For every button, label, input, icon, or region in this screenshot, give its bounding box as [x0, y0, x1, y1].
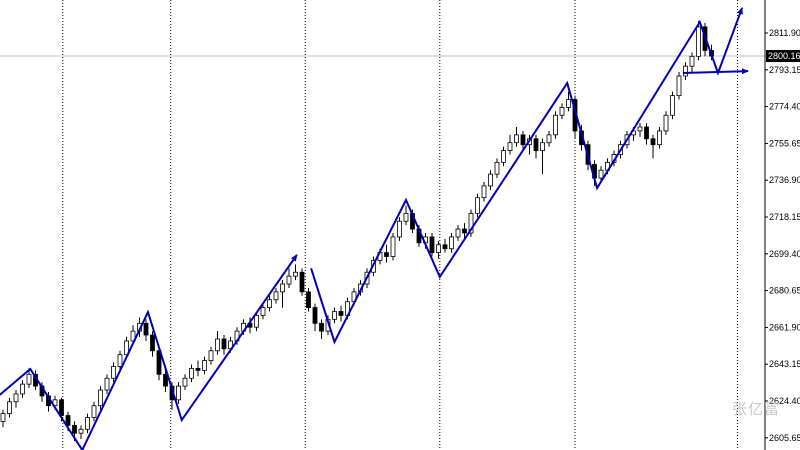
- bull-candle: [689, 55, 695, 67]
- bull-candle: [332, 311, 337, 320]
- bull-candle: [546, 134, 552, 144]
- bear-candle: [462, 228, 467, 234]
- bull-candle: [488, 173, 493, 187]
- bull-candle: [104, 377, 110, 391]
- bull-candle: [85, 417, 90, 430]
- bull-candle: [111, 366, 116, 379]
- bull-candle: [267, 299, 272, 308]
- bear-candle: [221, 338, 227, 350]
- y-tick-label: 2774.40: [769, 102, 800, 112]
- y-tick-label: 2718.15: [769, 212, 800, 222]
- bear-candle: [306, 291, 311, 308]
- bear-candle: [195, 368, 201, 371]
- bear-candle: [429, 236, 435, 254]
- bull-candle: [20, 383, 25, 395]
- bear-candle: [150, 334, 155, 352]
- bull-candle: [455, 228, 461, 238]
- bull-candle: [449, 236, 454, 250]
- bull-candle: [202, 360, 207, 371]
- bull-candle: [683, 65, 688, 77]
- bull-candle: [7, 401, 12, 414]
- watermark: 张亿富: [732, 400, 781, 418]
- bear-candle: [338, 311, 344, 316]
- bull-candle: [91, 405, 97, 418]
- bull-candle: [208, 350, 214, 361]
- y-tick-label: 2661.90: [769, 322, 800, 332]
- bear-candle: [299, 271, 305, 293]
- bull-candle: [215, 338, 220, 352]
- bull-candle: [663, 114, 669, 132]
- current-price-label: 2800.16: [768, 51, 800, 61]
- current-price-badge: [766, 50, 800, 63]
- zigzag-line: [0, 254, 298, 450]
- bull-candle: [254, 315, 259, 328]
- bear-candle: [65, 415, 71, 426]
- bear-candle: [163, 373, 168, 387]
- bull-candle: [481, 185, 487, 199]
- y-tick-label: 2755.65: [769, 138, 800, 148]
- bear-candle: [143, 322, 149, 336]
- bull-candle: [494, 161, 500, 175]
- bull-candle: [260, 307, 266, 316]
- bear-candle: [384, 252, 389, 257]
- bull-candle: [670, 95, 675, 116]
- bull-candle: [0, 413, 6, 422]
- bull-candle: [182, 377, 188, 387]
- y-tick-label: 2793.15: [769, 65, 800, 75]
- bull-candle: [390, 236, 396, 257]
- bear-candle: [644, 126, 649, 140]
- bull-candle: [403, 212, 409, 222]
- price-axis-bg: [765, 0, 800, 450]
- bull-candle: [436, 244, 441, 254]
- bull-candle: [468, 212, 474, 234]
- bull-candle: [676, 75, 682, 97]
- bull-candle: [117, 354, 123, 367]
- y-tick-label: 2811.90: [769, 28, 800, 38]
- bull-candle: [26, 373, 32, 385]
- y-tick-label: 2624.40: [769, 396, 800, 406]
- bull-candle: [13, 393, 19, 403]
- zigzag-line: [310, 7, 743, 345]
- bull-candle: [293, 271, 298, 277]
- bull-candle: [98, 389, 103, 407]
- y-tick-label: 2643.15: [769, 359, 800, 369]
- bear-candle: [442, 244, 448, 250]
- y-tick-label: 2680.65: [769, 286, 800, 296]
- bear-candle: [156, 350, 162, 375]
- bull-candle: [566, 99, 571, 108]
- bull-candle: [696, 26, 701, 57]
- bull-candle: [598, 169, 604, 179]
- y-tick-label: 2736.90: [769, 175, 800, 185]
- bull-candle: [637, 126, 643, 132]
- bull-candle: [273, 291, 279, 301]
- y-tick-label: 2605.65: [769, 433, 800, 443]
- bull-candle: [657, 130, 662, 146]
- bull-candle: [514, 134, 519, 144]
- bull-candle: [130, 330, 136, 342]
- bull-candle: [553, 114, 558, 136]
- bear-candle: [72, 424, 77, 434]
- bull-candle: [124, 340, 129, 356]
- bull-candle: [397, 220, 402, 238]
- bull-candle: [280, 283, 285, 293]
- bear-candle: [520, 134, 526, 146]
- bull-candle: [501, 150, 506, 163]
- bull-candle: [286, 275, 292, 285]
- bull-candle: [189, 368, 194, 379]
- bear-candle: [312, 307, 318, 324]
- bear-candle: [59, 399, 64, 416]
- zigzag-line: [682, 68, 749, 75]
- bear-candle: [650, 138, 656, 146]
- bull-candle: [176, 385, 181, 401]
- bear-candle: [319, 322, 324, 332]
- bear-candle: [533, 138, 539, 151]
- y-tick-label: 2699.40: [769, 249, 800, 259]
- bull-candle: [540, 142, 545, 151]
- bull-candle: [475, 197, 480, 214]
- bull-candle: [78, 428, 84, 434]
- bull-candle: [559, 106, 565, 116]
- bull-candle: [507, 142, 513, 151]
